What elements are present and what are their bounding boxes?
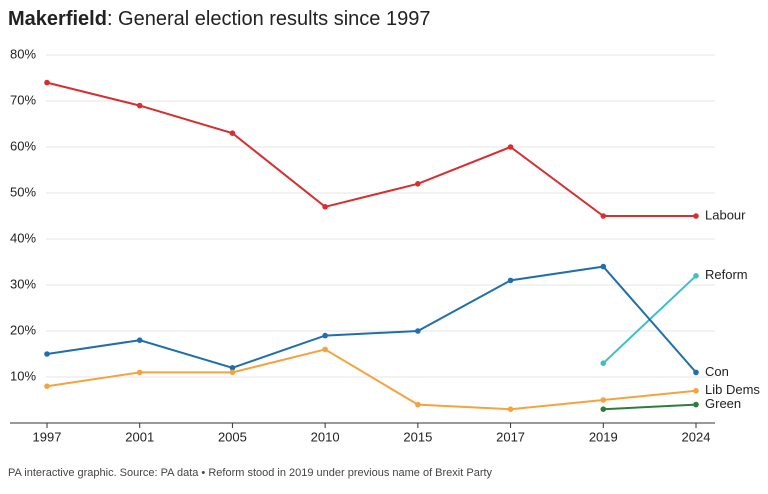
y-tick-label: 20%	[10, 322, 36, 337]
y-tick-label: 50%	[10, 184, 36, 199]
data-point	[507, 144, 514, 150]
series-line	[46, 348, 697, 411]
y-tick-label: 40%	[10, 230, 36, 245]
data-point	[600, 213, 607, 219]
data-point	[322, 332, 328, 339]
data-point	[322, 204, 328, 210]
y-tick-label: 60%	[10, 138, 36, 153]
data-point	[693, 213, 699, 219]
data-point	[229, 365, 236, 371]
x-tick-label: 2005	[218, 429, 247, 444]
series-label: Lib Dems	[705, 382, 760, 397]
data-point	[415, 401, 421, 408]
data-point	[507, 277, 514, 284]
data-point	[136, 337, 143, 344]
x-tick-label: 2001	[125, 429, 154, 444]
data-point	[136, 369, 143, 376]
data-point	[44, 79, 50, 86]
data-point	[415, 328, 421, 334]
data-point	[693, 401, 699, 408]
data-point	[693, 369, 699, 376]
data-point	[600, 263, 607, 270]
y-tick-label: 10%	[10, 368, 36, 383]
footnote: PA interactive graphic. Source: PA data …	[8, 467, 493, 479]
data-point	[693, 388, 699, 394]
data-point	[600, 360, 607, 367]
data-point	[229, 130, 236, 136]
series-label: Con	[705, 364, 729, 379]
series-label: Reform	[705, 267, 748, 282]
data-point	[44, 351, 50, 357]
title-text: : General election results since 1997	[107, 8, 431, 30]
data-point	[44, 383, 50, 390]
data-point	[600, 397, 607, 403]
x-tick-label: 2024	[682, 429, 711, 444]
x-tick-label: 2015	[403, 429, 432, 444]
y-tick-label: 80%	[10, 46, 36, 61]
series-line	[46, 81, 696, 217]
series-line	[46, 265, 697, 374]
data-point	[229, 369, 236, 376]
data-point	[507, 406, 514, 413]
data-point	[322, 346, 328, 353]
data-point	[136, 102, 143, 109]
x-tick-label: 1997	[33, 429, 62, 444]
x-tick-label: 2017	[496, 429, 525, 444]
chart-title: Makerfield: General election results sin…	[8, 8, 430, 30]
data-point	[600, 406, 607, 413]
x-tick-label: 2010	[311, 429, 340, 444]
data-point	[693, 273, 699, 279]
series-line	[603, 403, 697, 411]
y-tick-label: 30%	[10, 276, 36, 291]
data-point	[415, 181, 421, 187]
x-tick-label: 2019	[589, 429, 618, 444]
y-tick-label: 70%	[10, 92, 36, 107]
series-label: Labour	[705, 207, 746, 222]
title-place: Makerfield	[8, 8, 107, 30]
series-label: Green	[705, 396, 741, 411]
